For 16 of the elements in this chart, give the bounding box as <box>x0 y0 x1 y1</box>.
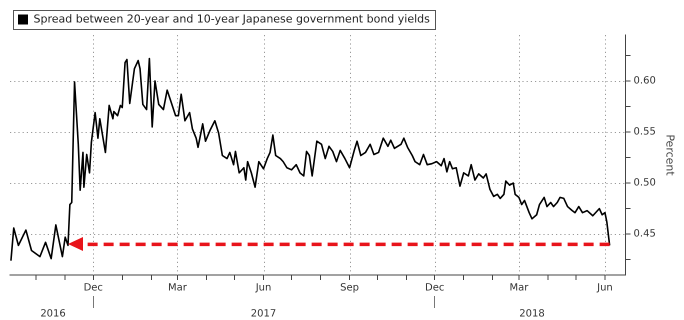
x2-tick-label: 2016 <box>40 308 66 320</box>
y-tick-label: 0.50 <box>634 178 656 189</box>
y-tick-label: 0.45 <box>634 228 656 240</box>
y-tick-label: 0.55 <box>634 126 656 138</box>
y-axis-title: Percent <box>664 134 677 176</box>
x-tick-label: Jun <box>596 282 613 294</box>
x-tick-label: Sep <box>340 282 360 294</box>
x-tick-label: Dec <box>84 282 103 294</box>
x2-tick-label: 2017 <box>250 308 276 320</box>
x-tick-label: Dec <box>425 282 444 294</box>
y-tick-label: 0.60 <box>634 76 656 87</box>
x-tick-label: Jun <box>254 282 272 294</box>
x-tick-label: Mar <box>509 282 530 294</box>
x-tick-label: Mar <box>168 282 188 294</box>
x2-tick-label: 2018 <box>519 308 545 320</box>
legend-label: Spread between 20-year and 10-year Japanese government bond yields <box>34 12 430 26</box>
